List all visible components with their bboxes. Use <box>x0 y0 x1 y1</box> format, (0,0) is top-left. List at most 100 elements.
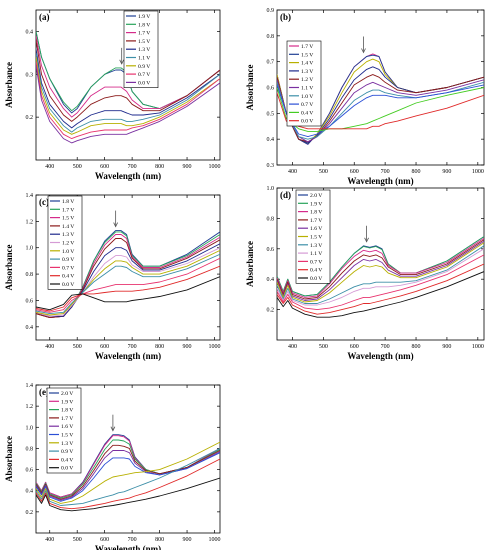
series-line <box>277 87 484 132</box>
y-tick-label: 0.6 <box>267 86 275 92</box>
x-tick-label: 600 <box>100 344 109 350</box>
series-line <box>36 65 220 144</box>
x-tick-label: 800 <box>155 344 164 350</box>
series-line <box>277 239 484 300</box>
legend-label: 1.5 V <box>301 52 313 58</box>
series-line <box>36 35 220 118</box>
x-tick-label: 600 <box>100 164 109 170</box>
series-line <box>277 240 484 301</box>
x-tick-label: 500 <box>73 537 82 543</box>
legend-label: 0.0 V <box>62 282 74 288</box>
x-tick-label: 700 <box>128 164 137 170</box>
legend-label: 0.0 V <box>310 276 322 282</box>
x-tick-label: 1000 <box>472 344 484 350</box>
panel-label: (a) <box>39 12 50 22</box>
y-tick-label: 0.4 <box>267 277 275 283</box>
y-tick-label: 0.5 <box>267 111 275 117</box>
series-line <box>36 249 220 316</box>
peak-arrow-head <box>113 222 118 228</box>
x-axis-label: Wavelength (nm) <box>95 171 161 181</box>
series-line <box>277 237 484 298</box>
x-tick-label: 400 <box>45 344 54 350</box>
series-line <box>36 253 220 315</box>
legend-label: 0.9 V <box>138 64 150 70</box>
y-tick-label: 0.6 <box>267 247 275 253</box>
y-tick-label: 1.4 <box>26 193 34 199</box>
legend-label: 0.7 V <box>138 72 150 78</box>
x-axis-label: Wavelength (nm) <box>347 351 413 361</box>
x-tick-label: 800 <box>155 537 164 543</box>
legend-label: 1.9 V <box>61 399 73 405</box>
x-tick-label: 900 <box>183 164 192 170</box>
x-tick-label: 500 <box>319 169 328 175</box>
x-tick-label: 1000 <box>209 537 221 543</box>
legend-label: 1.8 V <box>62 199 74 205</box>
legend-label: 1.9 V <box>138 14 150 20</box>
plot-frame <box>35 9 221 161</box>
y-tick-label: 0.6 <box>26 298 34 304</box>
y-tick-label: 0.8 <box>267 34 275 40</box>
series-line <box>277 74 484 143</box>
legend-label: 0.4 V <box>62 274 74 280</box>
panel-label: (c) <box>39 197 49 207</box>
series-line <box>277 263 484 315</box>
legend-label: 0.7 V <box>62 265 74 271</box>
peak-arrow-head <box>364 237 369 243</box>
chart-panel: 400 500 600 700 800 900 1000 0.2 0.3 0.4 Wavelengt… <box>4 9 221 181</box>
legend-label: 1.3 V <box>310 243 322 249</box>
y-axis-label: Absorbance <box>4 62 14 108</box>
x-tick-label: 800 <box>412 169 421 175</box>
series-line <box>36 57 220 135</box>
y-tick-label: 1.2 <box>26 219 34 225</box>
series-line <box>277 245 484 304</box>
y-tick-label: 0.3 <box>26 72 34 78</box>
x-tick-label: 600 <box>350 169 359 175</box>
series-line <box>36 31 220 112</box>
series-line <box>36 48 220 129</box>
legend-label: 1.1 V <box>138 56 150 62</box>
legend-label: 1.8 V <box>61 408 73 414</box>
x-tick-label: 700 <box>128 344 137 350</box>
y-axis-label: Absorbance <box>245 241 255 287</box>
x-tick-label: 400 <box>288 169 297 175</box>
legend-label: 0.4 V <box>301 110 313 116</box>
y-tick-label: 1.0 <box>26 425 34 431</box>
y-axis-label: Absorbance <box>4 436 14 482</box>
legend-label: 1.0 V <box>301 94 313 100</box>
legend-label: 1.4 V <box>301 61 313 67</box>
y-tick-label: 0.3 <box>267 163 275 169</box>
legend-label: 1.4 V <box>62 224 74 230</box>
x-tick-label: 700 <box>381 169 390 175</box>
y-tick-label: 0.8 <box>267 216 275 222</box>
chart-panel: 400 500 600 700 800 900 1000 0.2 0.4 0.6 0.8 1.0 Wav… <box>245 186 485 361</box>
legend-label: 1.8 V <box>310 210 322 216</box>
chart-panel: 400 500 600 700 800 900 1000 0.4 0.6 0.8 1.0 1.2 1.4… <box>4 193 221 361</box>
y-tick-label: 0.4 <box>26 29 34 35</box>
y-tick-label: 0.4 <box>26 325 34 331</box>
legend-label: 1.5 V <box>310 235 322 241</box>
x-tick-label: 900 <box>183 344 192 350</box>
series-line <box>36 452 220 502</box>
series-line <box>36 458 220 510</box>
y-tick-label: 0.9 <box>267 8 275 14</box>
chart-panel: 400 500 600 700 800 900 1000 0.2 0.4 0.6 0.8 1.0 1.2… <box>4 383 221 550</box>
series-line <box>277 79 484 143</box>
y-tick-label: 0.2 <box>26 510 34 516</box>
series-line <box>277 271 484 318</box>
legend-label: 1.1 V <box>310 251 322 257</box>
y-tick-label: 0.2 <box>267 308 275 314</box>
y-axis-label: Absorbance <box>4 244 14 290</box>
series-line <box>36 257 220 313</box>
x-tick-label: 1000 <box>209 344 221 350</box>
series-line <box>36 61 220 140</box>
series-line <box>277 66 484 144</box>
series-line <box>277 92 484 130</box>
legend-label: 1.3 V <box>62 232 74 238</box>
legend-label: 1.5 V <box>61 433 73 439</box>
series-line <box>277 254 484 311</box>
x-tick-label: 600 <box>350 344 359 350</box>
legend-label: 1.9 V <box>310 201 322 207</box>
series-line <box>36 247 220 317</box>
legend-label: 0.0 V <box>61 466 73 472</box>
